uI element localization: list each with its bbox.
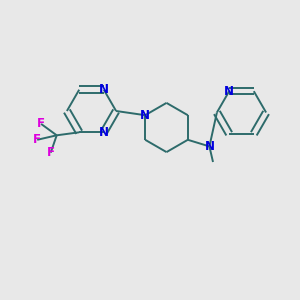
Text: N: N: [204, 140, 214, 153]
Text: N: N: [99, 83, 109, 96]
Text: N: N: [140, 109, 150, 122]
Text: N: N: [99, 126, 109, 139]
Text: F: F: [37, 117, 45, 130]
Text: N: N: [224, 85, 234, 98]
Text: F: F: [33, 133, 41, 146]
Text: F: F: [47, 146, 55, 159]
